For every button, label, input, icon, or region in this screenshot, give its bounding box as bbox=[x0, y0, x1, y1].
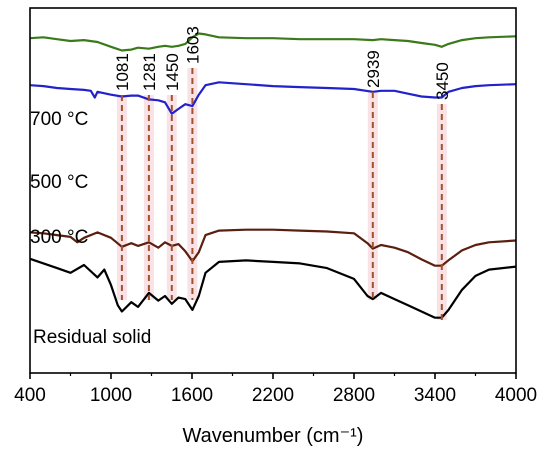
x-tick-label-4000: 4000 bbox=[495, 385, 537, 406]
x-tick-label-1000: 1000 bbox=[90, 385, 132, 406]
series-line-1 bbox=[29, 81, 517, 115]
series-lines bbox=[29, 32, 517, 319]
peak-label-3450: 3450 bbox=[433, 62, 452, 100]
series-line-0 bbox=[29, 32, 517, 52]
series-labels: 700 °C 500 °C 300 °C Residual solid bbox=[30, 109, 151, 348]
marker-band-3450 bbox=[436, 104, 447, 320]
x-axis: 400 1000 1600 2200 2800 3400 4000 bbox=[14, 373, 537, 406]
peak-label-1281: 1281 bbox=[140, 53, 159, 91]
peak-label-1081: 1081 bbox=[113, 53, 132, 91]
x-tick-label-2800: 2800 bbox=[333, 385, 375, 406]
x-tick-label-3400: 3400 bbox=[414, 385, 456, 406]
series-label-3: Residual solid bbox=[33, 327, 151, 348]
x-tick-label-1600: 1600 bbox=[171, 385, 213, 406]
x-tick-label-400: 400 bbox=[14, 385, 46, 406]
x-axis-label: Wavenumber (cm⁻¹) bbox=[183, 425, 364, 447]
peak-label-2939: 2939 bbox=[364, 50, 383, 88]
series-line-2 bbox=[29, 228, 517, 267]
series-label-1: 500 °C bbox=[30, 172, 88, 193]
series-label-2: 300 °C bbox=[30, 227, 88, 248]
peak-label-1450: 1450 bbox=[163, 53, 182, 91]
series-line-3 bbox=[29, 257, 517, 319]
x-tick-label-2200: 2200 bbox=[252, 385, 294, 406]
series-label-0: 700 °C bbox=[30, 109, 88, 130]
peak-label-1603: 1603 bbox=[183, 26, 202, 64]
